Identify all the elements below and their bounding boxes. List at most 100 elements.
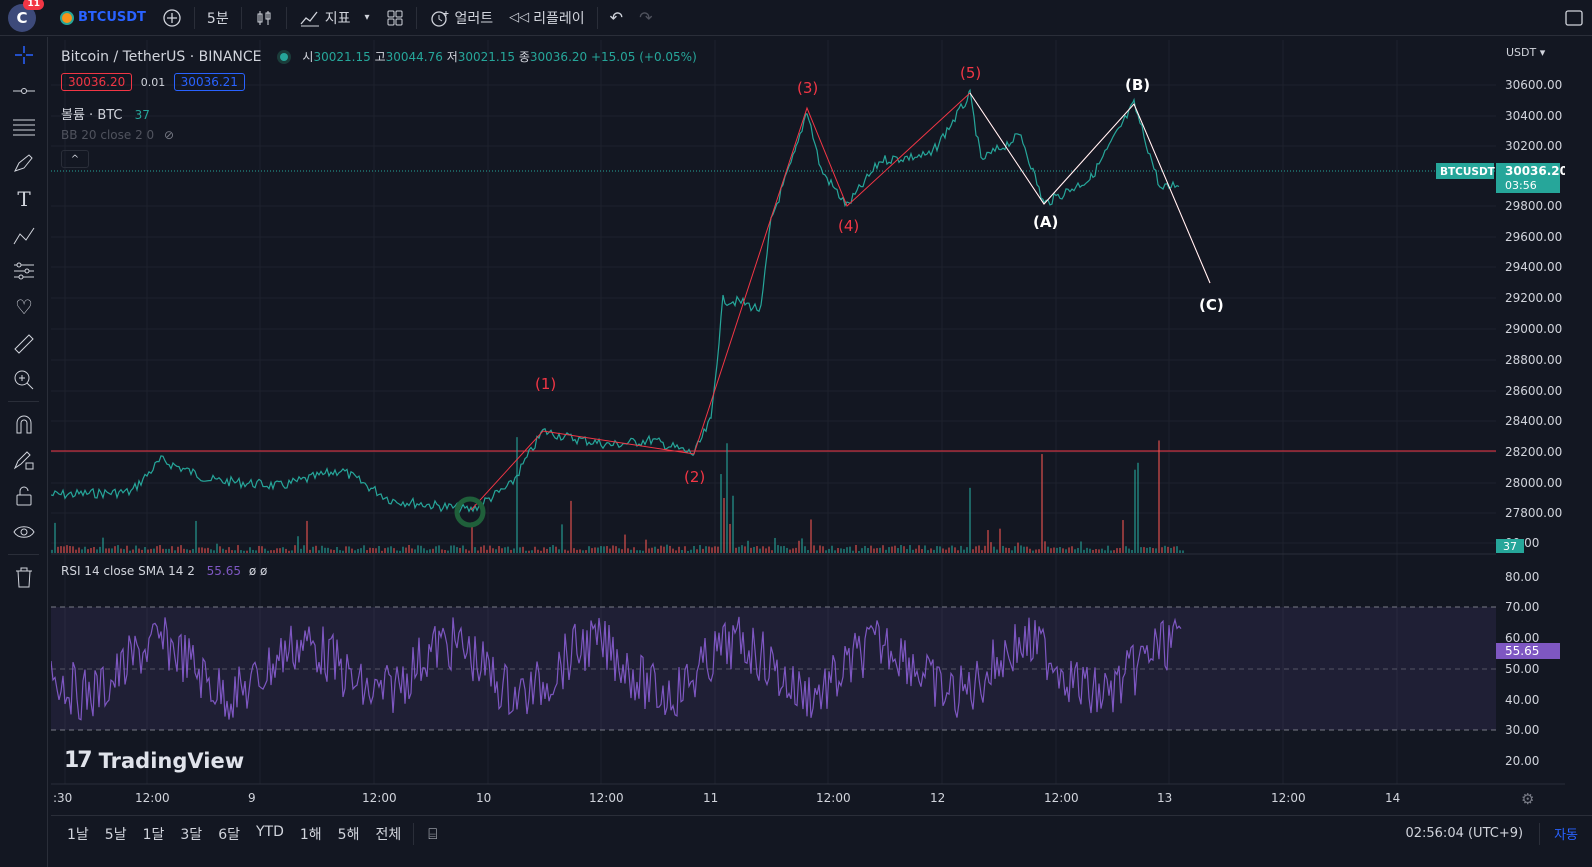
range-button-0[interactable]: 1날 — [67, 826, 89, 843]
range-button-5[interactable]: YTD — [255, 823, 284, 840]
wave-label-w1[interactable]: (1) — [535, 375, 556, 393]
volume-bar — [504, 547, 506, 553]
user-avatar[interactable]: C 11 — [8, 0, 44, 32]
volume-bar — [1044, 541, 1046, 553]
volume-bar — [288, 550, 290, 553]
prediction-tool[interactable] — [0, 253, 48, 289]
redo-button[interactable]: ↷ — [631, 0, 660, 36]
collapse-legend-button[interactable]: ^ — [61, 150, 89, 168]
volume-bar — [99, 546, 101, 553]
volume-bar — [195, 520, 197, 553]
volume-bar — [909, 545, 911, 553]
wave-label-wa[interactable]: (A) — [1033, 213, 1058, 231]
volume-bar — [711, 547, 713, 553]
volume-bar — [177, 546, 179, 553]
hide-drawings-tool[interactable] — [0, 514, 48, 550]
trend-line-tool[interactable] — [0, 73, 48, 109]
elliott-impulse-wave[interactable] — [470, 92, 1211, 511]
chart-area[interactable]: USDT ▾ 30600.00 30400.00 30200.00 29800.00 29… — [50, 40, 1568, 810]
volume-bar — [651, 547, 653, 553]
text-tool[interactable]: T — [0, 181, 48, 217]
volume-bar — [759, 548, 761, 553]
fib-tool[interactable] — [0, 109, 48, 145]
price-tick: 28400.00 — [1505, 414, 1562, 428]
legend-title[interactable]: Bitcoin / TetherUS · BINANCE — [61, 49, 262, 65]
range-button-1[interactable]: 5날 — [104, 826, 127, 843]
volume-bar — [609, 548, 611, 553]
wave-label-w5[interactable]: (5) — [960, 64, 981, 82]
volume-bar — [513, 548, 515, 553]
zoom-tool[interactable] — [0, 361, 48, 397]
wave-label-w2[interactable]: (2) — [684, 468, 705, 486]
volume-bar — [60, 546, 62, 553]
time-axis[interactable]: :30 12:00 9 12:00 10 12:00 11 12:00 12 12:00 13 12:… — [51, 783, 1565, 808]
favorites-tool[interactable]: ♡ — [0, 289, 48, 325]
pattern-tool[interactable] — [0, 217, 48, 253]
clock[interactable]: 02:56:04 (UTC+9) — [1405, 826, 1524, 841]
eye-hidden-icon[interactable]: ⊘ — [164, 128, 175, 142]
volume-bar — [57, 546, 59, 553]
volume-bar — [420, 545, 422, 553]
interval-button[interactable]: 5분 — [206, 10, 229, 27]
lock-drawings-tool[interactable] — [0, 478, 48, 514]
price-axis[interactable]: USDT ▾ 30600.00 30400.00 30200.00 29800.00 29… — [1436, 46, 1568, 553]
volume-legend[interactable]: 볼륨 · BTC 37 — [61, 104, 150, 123]
compare-symbol-button[interactable] — [154, 0, 190, 36]
rsi-axis[interactable]: 80.00 70.00 60.00 50.00 40.00 30.00 20.00 55.65 — [1496, 570, 1560, 768]
wave-label-w4[interactable]: (4) — [838, 217, 859, 235]
volume-bar — [939, 546, 941, 553]
volume-bar — [297, 536, 299, 553]
volume-bar — [591, 548, 593, 553]
range-button-4[interactable]: 6달 — [218, 826, 240, 843]
volume-bar — [966, 547, 968, 553]
high-value: 30044.76 — [385, 50, 443, 64]
measure-tool[interactable] — [0, 325, 48, 361]
volume-bar — [948, 547, 950, 553]
settings-gear-icon[interactable]: ⚙ — [1521, 790, 1534, 808]
range-button-6[interactable]: 1해 — [299, 826, 322, 843]
stay-drawing-tool[interactable] — [0, 442, 48, 478]
range-button-3[interactable]: 3달 — [180, 826, 203, 843]
alert-button[interactable]: 얼러트 — [421, 0, 502, 36]
highlight-circle[interactable] — [454, 496, 486, 528]
volume-bar — [189, 550, 191, 553]
range-button-2[interactable]: 1달 — [142, 826, 165, 843]
chevron-down-icon[interactable]: ▾ — [364, 12, 370, 23]
crosshair-tool[interactable] — [0, 37, 48, 73]
brush-tool[interactable] — [0, 145, 48, 181]
calendar-icon: ⌸ — [428, 825, 438, 843]
volume-bar — [666, 544, 668, 553]
buy-button[interactable]: 30036.21 — [173, 73, 245, 91]
layout-button[interactable] — [1556, 0, 1592, 36]
range-button-8[interactable]: 전체 — [375, 826, 402, 843]
elliott-correction-wave[interactable] — [969, 92, 1211, 284]
bb-legend[interactable]: BB 20 close 2 0 ⊘ — [61, 128, 174, 142]
chart-canvas[interactable]: USDT ▾ 30600.00 30400.00 30200.00 29800.00 29… — [50, 40, 1568, 810]
volume-bar — [537, 549, 539, 553]
sell-button[interactable]: 30036.20 — [61, 73, 133, 91]
wave-label-wc[interactable]: (C) — [1199, 296, 1224, 314]
auto-scale-button[interactable]: 자동 — [1554, 828, 1578, 843]
volume-bar — [114, 546, 116, 553]
goto-date-button[interactable]: ⌸ — [418, 824, 447, 843]
wave-labels: (1) (2) (3) (4) (5) (A) (B) (C) — [535, 64, 1224, 486]
wave-label-wb[interactable]: (B) — [1125, 76, 1150, 94]
chart-type-button[interactable] — [246, 0, 282, 36]
volume-bar — [291, 550, 293, 553]
wave-label-w3[interactable]: (3) — [797, 79, 818, 97]
volume-bar — [663, 546, 665, 553]
range-button-7[interactable]: 5해 — [337, 826, 360, 843]
undo-button[interactable]: ↶ — [602, 0, 631, 36]
volume-bar — [495, 549, 497, 553]
volume-bar — [1179, 550, 1181, 553]
volume-bar — [933, 549, 935, 553]
magnet-tool[interactable] — [0, 406, 48, 442]
indicators-button[interactable]: 지표 ▾ — [291, 0, 378, 36]
replay-button[interactable]: ◁◁ 리플레이 — [501, 0, 593, 36]
symbol-search-button[interactable]: BTCUSDT — [52, 0, 154, 36]
volume-bar — [783, 545, 785, 553]
currency-label[interactable]: USDT ▾ — [1506, 46, 1546, 59]
remove-drawings-tool[interactable] — [0, 559, 48, 595]
templates-button[interactable] — [378, 0, 412, 36]
rsi-legend[interactable]: RSI 14 close SMA 14 2 55.65 ø ø — [61, 564, 267, 578]
